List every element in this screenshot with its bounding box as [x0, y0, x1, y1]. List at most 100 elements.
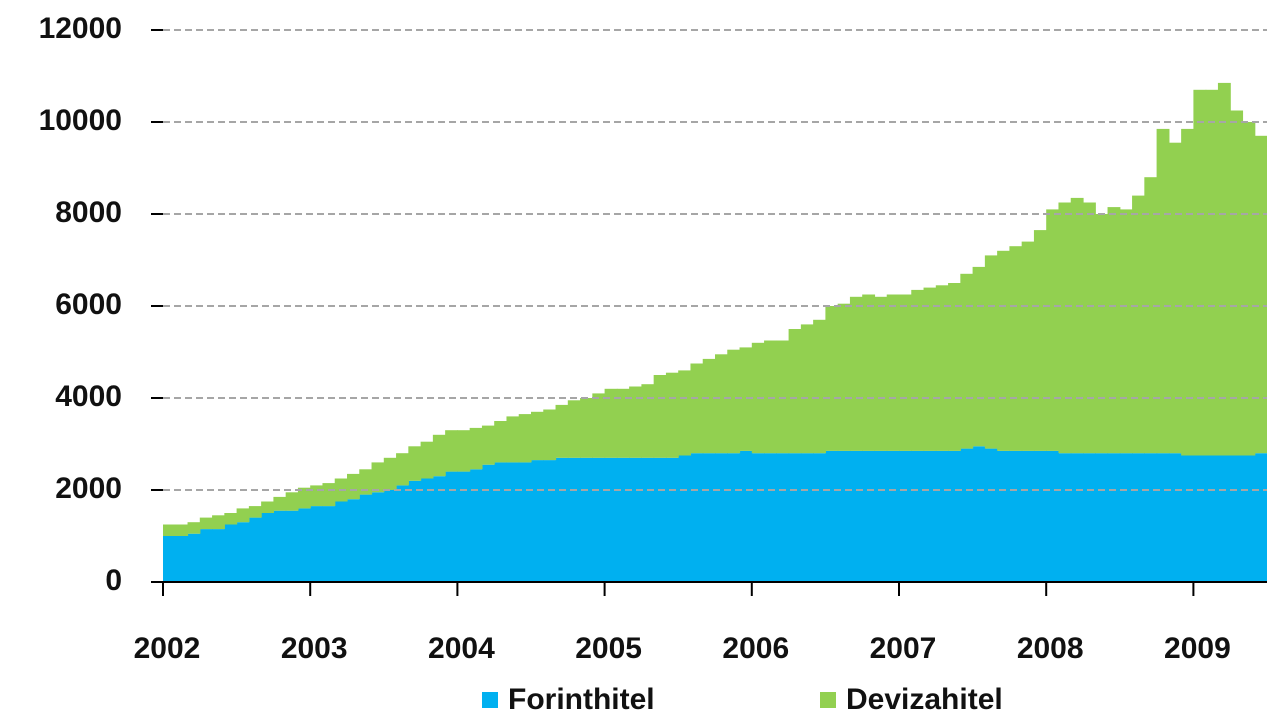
area-step: [371, 462, 385, 493]
area-step: [1254, 135, 1267, 454]
area-step: [236, 522, 250, 582]
area-step: [862, 450, 876, 582]
area-step: [948, 283, 961, 451]
area-step: [800, 453, 814, 582]
area-step: [1021, 241, 1035, 451]
area-step: [1144, 177, 1158, 454]
y-tick-label: 0: [105, 564, 122, 597]
area-step: [1070, 453, 1084, 582]
area-step: [469, 469, 483, 582]
area-step: [457, 430, 471, 472]
area-step: [874, 450, 888, 582]
area-step: [175, 524, 189, 536]
area-step: [371, 492, 385, 582]
area-step: [984, 448, 998, 582]
area-step: [1156, 128, 1170, 454]
area-step: [457, 471, 471, 582]
area-step: [1193, 455, 1207, 582]
area-step: [1156, 453, 1170, 582]
area-step: [494, 462, 508, 582]
area-step: [641, 384, 655, 458]
area-step: [1119, 209, 1133, 454]
area-step: [187, 533, 201, 582]
area-step: [960, 448, 974, 582]
area-step: [543, 460, 557, 582]
area-step: [715, 354, 728, 454]
area-step: [310, 485, 324, 507]
y-tick-label: 12000: [39, 12, 122, 45]
area-step: [984, 255, 998, 449]
area-step: [445, 430, 458, 472]
area-step: [494, 421, 508, 463]
area-step: [359, 469, 373, 495]
area-step: [739, 347, 753, 451]
area-step: [776, 453, 790, 582]
area-step: [1046, 450, 1060, 582]
area-step: [788, 453, 802, 582]
area-step: [1217, 455, 1231, 582]
legend-swatch: [820, 692, 836, 708]
area-step: [653, 375, 667, 458]
area-step: [408, 446, 422, 481]
area-step: [813, 453, 826, 582]
area-step: [665, 457, 679, 582]
area-step: [261, 513, 274, 582]
area-step: [199, 529, 213, 582]
area-step: [616, 457, 630, 582]
y-tick-label: 8000: [55, 196, 122, 229]
area-step: [1119, 453, 1133, 582]
area-step: [1217, 82, 1231, 456]
area-step: [776, 340, 790, 454]
area-step: [175, 536, 189, 582]
area-step: [764, 453, 777, 582]
area-step: [273, 510, 287, 582]
area-step: [764, 340, 777, 454]
area-step: [1095, 214, 1109, 454]
area-step: [960, 273, 974, 449]
area-step: [948, 450, 961, 582]
area-step: [837, 450, 851, 582]
area-step: [813, 319, 826, 454]
x-tick-label: 2003: [281, 632, 348, 665]
area-step: [285, 492, 299, 511]
area-step: [481, 425, 495, 465]
area-step: [1132, 195, 1145, 454]
legend-label: Forinthitel: [508, 683, 655, 716]
area-step: [972, 446, 986, 582]
x-tick-label: 2006: [722, 632, 789, 665]
area-step: [432, 434, 446, 477]
area-step: [592, 457, 606, 582]
area-step: [347, 499, 360, 582]
area-step: [236, 508, 250, 523]
area-step: [886, 294, 900, 451]
area-step: [432, 476, 446, 582]
y-tick-label: 4000: [55, 380, 122, 413]
x-tick-label: 2007: [870, 632, 937, 665]
area-step: [555, 404, 569, 458]
area-step: [580, 457, 593, 582]
area-step: [972, 266, 986, 447]
area-step: [580, 398, 593, 458]
area-step: [261, 501, 274, 513]
area-step: [665, 372, 679, 458]
x-tick-label: 2005: [575, 632, 642, 665]
area-step: [322, 483, 336, 507]
area-step: [224, 513, 238, 525]
area-step: [1107, 453, 1121, 582]
area-step: [923, 450, 937, 582]
area-step: [1254, 453, 1267, 582]
area-step: [739, 450, 753, 582]
area-step: [1009, 246, 1023, 451]
area-step: [518, 462, 532, 582]
x-tick-label: 2009: [1164, 632, 1231, 665]
area-step: [935, 450, 949, 582]
area-step: [690, 363, 704, 454]
area-step: [629, 457, 642, 582]
area-step: [874, 296, 888, 451]
area-step: [1230, 455, 1244, 582]
area-step: [543, 409, 557, 461]
area-step: [310, 506, 324, 582]
x-tick-label: 2004: [428, 632, 495, 665]
area-step: [616, 388, 630, 458]
area-step: [555, 457, 569, 582]
